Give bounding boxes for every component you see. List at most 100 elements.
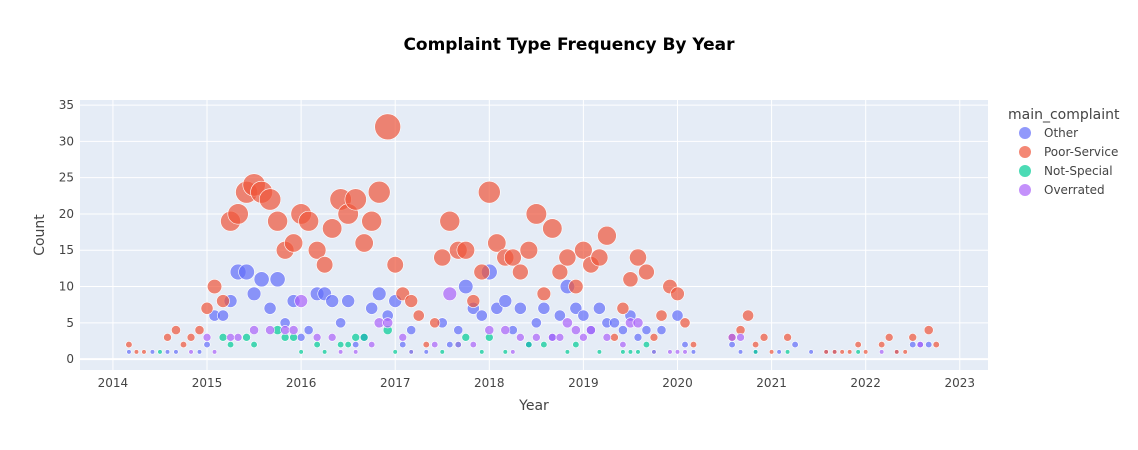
data-point[interactable]: [622, 271, 639, 288]
data-point[interactable]: [878, 341, 886, 349]
data-point[interactable]: [619, 341, 627, 349]
data-point[interactable]: [635, 349, 641, 355]
data-point[interactable]: [157, 349, 163, 355]
data-point[interactable]: [784, 349, 791, 355]
data-point[interactable]: [439, 349, 445, 355]
data-point[interactable]: [553, 309, 566, 322]
data-point[interactable]: [577, 309, 590, 322]
data-point[interactable]: [638, 263, 655, 281]
data-point[interactable]: [791, 341, 799, 349]
data-point[interactable]: [477, 180, 501, 204]
data-point[interactable]: [422, 341, 430, 349]
data-point[interactable]: [513, 301, 527, 315]
legend-label[interactable]: Other: [1044, 126, 1078, 140]
data-point[interactable]: [269, 271, 286, 288]
data-point[interactable]: [372, 286, 387, 301]
data-point[interactable]: [454, 341, 462, 349]
data-point[interactable]: [502, 349, 508, 355]
data-point[interactable]: [487, 233, 507, 253]
data-point[interactable]: [325, 294, 339, 308]
data-point[interactable]: [365, 301, 379, 315]
data-point[interactable]: [267, 210, 288, 232]
legend-label[interactable]: Overrated: [1044, 183, 1105, 197]
data-point[interactable]: [641, 325, 652, 335]
data-point[interactable]: [768, 349, 775, 355]
data-point[interactable]: [246, 286, 262, 301]
data-point[interactable]: [674, 349, 681, 355]
data-point[interactable]: [226, 333, 235, 342]
data-point[interactable]: [141, 349, 147, 355]
data-point[interactable]: [217, 309, 229, 322]
data-point[interactable]: [610, 333, 619, 342]
legend-label[interactable]: Not-Special: [1044, 164, 1113, 178]
data-point[interactable]: [823, 349, 829, 355]
data-point[interactable]: [909, 341, 917, 349]
data-point[interactable]: [352, 341, 360, 349]
legend-label[interactable]: Poor-Service: [1044, 145, 1118, 159]
data-point[interactable]: [337, 341, 345, 349]
data-point[interactable]: [572, 341, 580, 349]
data-point[interactable]: [408, 349, 414, 355]
data-point[interactable]: [667, 349, 673, 355]
data-point[interactable]: [727, 333, 737, 342]
data-point[interactable]: [265, 325, 275, 335]
data-point[interactable]: [925, 341, 933, 349]
data-point[interactable]: [186, 333, 196, 342]
data-point[interactable]: [568, 278, 584, 295]
data-point[interactable]: [602, 333, 612, 342]
data-point[interactable]: [574, 241, 593, 260]
data-point[interactable]: [651, 349, 657, 355]
data-point[interactable]: [216, 294, 230, 308]
data-point[interactable]: [125, 341, 133, 349]
data-point[interactable]: [540, 341, 548, 349]
data-point[interactable]: [312, 333, 322, 342]
data-point[interactable]: [203, 341, 211, 349]
data-point[interactable]: [149, 349, 156, 355]
data-point[interactable]: [171, 325, 181, 335]
legend-marker[interactable]: [1019, 146, 1031, 158]
data-point[interactable]: [398, 333, 408, 342]
data-point[interactable]: [351, 333, 360, 342]
data-point[interactable]: [404, 294, 419, 308]
data-point[interactable]: [490, 301, 504, 315]
data-point[interactable]: [466, 294, 481, 308]
data-point[interactable]: [218, 333, 228, 342]
data-point[interactable]: [253, 271, 270, 288]
data-point[interactable]: [250, 341, 258, 349]
data-point[interactable]: [298, 210, 319, 232]
data-point[interactable]: [188, 349, 194, 355]
data-point[interactable]: [307, 241, 327, 260]
data-point[interactable]: [682, 349, 688, 355]
data-point[interactable]: [367, 180, 391, 204]
data-point[interactable]: [629, 248, 647, 267]
data-point[interactable]: [586, 325, 596, 335]
data-point[interactable]: [456, 241, 475, 260]
data-point[interactable]: [537, 301, 551, 315]
data-point[interactable]: [498, 294, 513, 308]
data-point[interactable]: [609, 317, 620, 329]
legend-marker[interactable]: [1019, 165, 1031, 177]
data-point[interactable]: [839, 349, 845, 355]
data-point[interactable]: [590, 248, 609, 267]
data-point[interactable]: [200, 301, 214, 315]
data-point[interactable]: [548, 333, 557, 342]
legend-marker[interactable]: [1019, 184, 1031, 196]
data-point[interactable]: [620, 349, 626, 355]
data-point[interactable]: [392, 349, 398, 355]
data-point[interactable]: [361, 210, 383, 232]
data-point[interactable]: [671, 309, 684, 322]
data-point[interactable]: [530, 317, 542, 329]
data-point[interactable]: [475, 309, 488, 322]
data-point[interactable]: [242, 333, 251, 342]
data-point[interactable]: [368, 341, 376, 349]
data-point[interactable]: [616, 301, 630, 315]
data-point[interactable]: [284, 233, 304, 253]
data-point[interactable]: [338, 349, 344, 355]
data-point[interactable]: [479, 349, 485, 355]
data-point[interactable]: [569, 301, 583, 315]
data-point[interactable]: [458, 278, 474, 295]
data-point[interactable]: [655, 309, 668, 322]
data-point[interactable]: [879, 349, 885, 355]
data-point[interactable]: [500, 325, 511, 335]
data-point[interactable]: [133, 349, 140, 355]
